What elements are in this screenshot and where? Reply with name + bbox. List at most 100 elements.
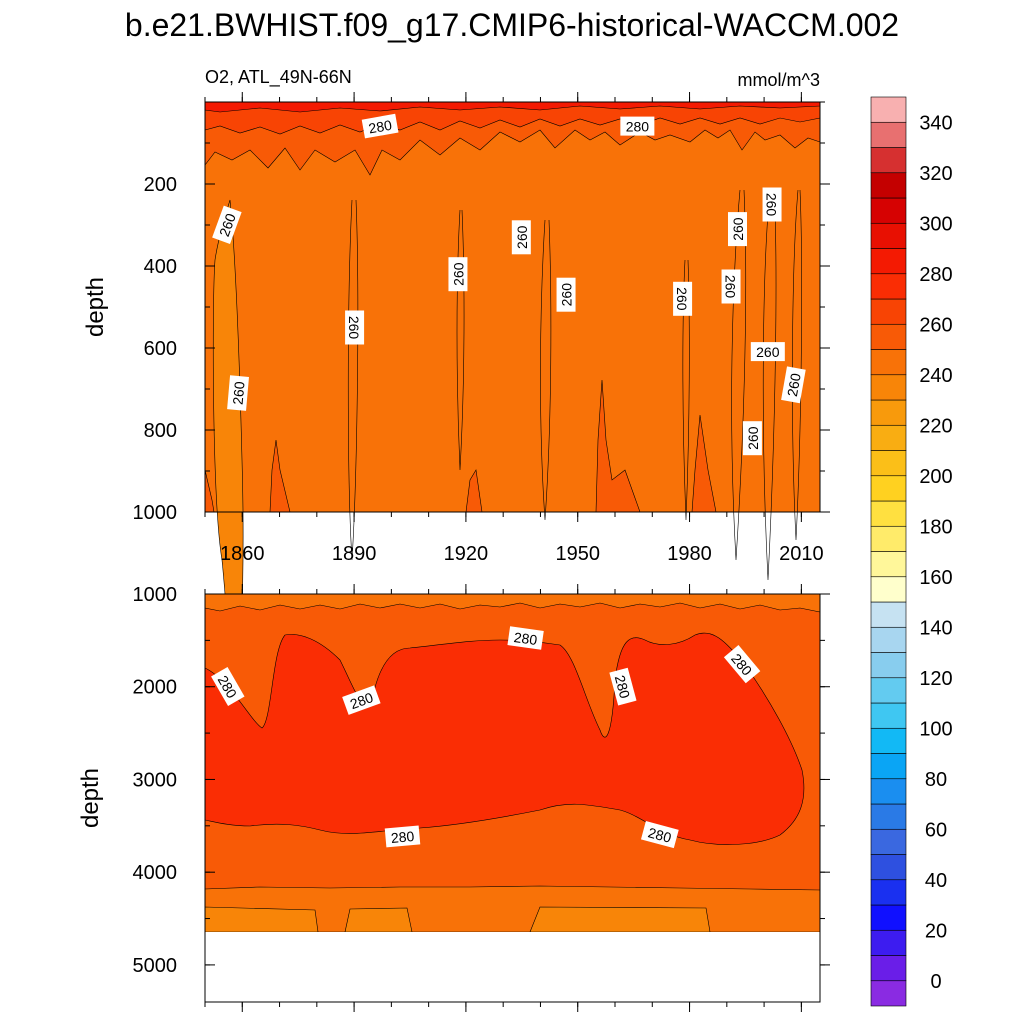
colorbar-label: 180: [919, 516, 952, 538]
contour-label-box: [762, 187, 782, 222]
colorbar-swatch: [870, 475, 907, 502]
contour-label: 260: [721, 269, 741, 304]
colorbar-label: 300: [919, 213, 952, 235]
contour-label-box: [507, 626, 544, 650]
subtitle-right: mmol/m^3: [738, 70, 820, 90]
contour-label-box: [211, 667, 245, 706]
contour-label: 280: [361, 113, 399, 139]
colorbar-swatch: [870, 172, 907, 199]
colorbar-label: 160: [919, 567, 952, 589]
x-tick-label: 1920: [444, 543, 489, 565]
colorbar-label: 20: [925, 920, 947, 942]
colorbar-label: 260: [919, 314, 952, 336]
x-tick-label: 1860: [220, 543, 265, 565]
contour-label-text: 260: [514, 225, 530, 249]
lower-region-255-top: [204, 593, 821, 613]
contour-label-text: 260: [346, 316, 362, 340]
upper-ylabel: depth: [82, 277, 109, 337]
contour-label: 260: [511, 220, 531, 255]
contour-label-text: 280: [513, 629, 539, 648]
lower-no-data: [205, 932, 820, 1002]
contour-label: 280: [609, 667, 637, 706]
colorbar-swatch: [870, 323, 907, 350]
colorbar-label: 340: [919, 112, 952, 134]
colorbar-label: 120: [919, 668, 952, 690]
upper-region-275: [204, 101, 821, 135]
colorbar-swatch: [870, 450, 907, 477]
colorbar-label: 100: [919, 718, 952, 740]
contour-label: 260: [728, 212, 747, 247]
contour-label-box: [342, 685, 381, 715]
y-tick-label: 2000: [133, 677, 178, 699]
colorbar-swatch: [870, 424, 907, 451]
contour-label-text: 260: [674, 287, 690, 311]
colorbar-swatch: [870, 197, 907, 224]
colorbar-swatch: [870, 248, 907, 275]
contour-label-box: [640, 821, 679, 849]
colorbar-swatch: [870, 980, 907, 1007]
colorbar-swatch: [870, 677, 907, 704]
y-tick-label: 3000: [133, 769, 178, 791]
colorbar-swatch: [870, 626, 907, 653]
contour-label-text: 260: [745, 426, 761, 450]
colorbar-label: 220: [919, 415, 952, 437]
contour-label-box: [750, 342, 785, 362]
colorbar-label: 0: [930, 971, 941, 993]
colorbar-swatch: [870, 222, 907, 249]
colorbar-swatch: [870, 121, 907, 148]
colorbar-swatch: [870, 500, 907, 527]
contour-label-box: [620, 116, 655, 136]
upper-bottom-plume-2: [595, 379, 641, 513]
colorbar-swatch: [870, 273, 907, 300]
colorbar-swatch: [870, 298, 907, 325]
colorbar-label: 240: [919, 365, 952, 387]
upper-streak-3: [540, 219, 552, 521]
colorbar-swatch: [870, 727, 907, 754]
contour-label-text: 260: [723, 275, 739, 299]
contour-label-text: 260: [559, 283, 575, 307]
contour-label-box: [609, 667, 637, 706]
contour-label-text: 260: [784, 372, 804, 398]
subtitle-left: O2, ATL_49N-66N: [205, 67, 352, 88]
colorbar-swatch: [870, 399, 907, 426]
contour-label: 280: [384, 825, 421, 848]
contour-label-box: [511, 220, 531, 255]
contour-label-text: 280: [646, 824, 673, 846]
y-tick-label: 200: [144, 174, 177, 196]
contour-label-box: [227, 375, 249, 411]
contour-label-text: 280: [626, 119, 650, 135]
lower-ylabel: depth: [77, 768, 104, 828]
contour-label-box: [742, 421, 762, 456]
y-tick-label: 1000: [133, 502, 178, 524]
colorbar-swatch: [870, 96, 907, 123]
contour-label: 280: [640, 821, 679, 849]
contour-label-text: 260: [230, 381, 248, 406]
contour-label: 260: [448, 257, 468, 292]
colorbar-swatch: [870, 854, 907, 881]
colorbar-swatch: [870, 576, 907, 603]
colorbar-swatch: [870, 551, 907, 578]
contour-label-text: 260: [216, 211, 239, 239]
x-tick-label: 1890: [332, 543, 377, 565]
figure-title: b.e21.BWHIST.f09_g17.CMIP6-historical-WA…: [125, 7, 899, 43]
colorbar-swatch: [870, 955, 907, 982]
contour-label-text: 260: [450, 262, 466, 286]
colorbar-label: 200: [919, 466, 952, 488]
y-tick-label: 4000: [133, 862, 178, 884]
contour-label-text: 280: [367, 117, 393, 137]
x-tick-label: 1980: [667, 543, 712, 565]
colorbar-swatch: [870, 803, 907, 830]
colorbar-swatch: [870, 753, 907, 780]
contour-label-text: 260: [730, 217, 746, 241]
contour-label-box: [556, 277, 576, 312]
upper-streak-6: [762, 189, 777, 581]
upper-panel-background: [205, 102, 820, 512]
contour-label-text: 280: [390, 828, 415, 846]
colorbar-label: 80: [925, 769, 947, 791]
y-tick-label: 5000: [133, 955, 178, 977]
y-tick-label: 800: [144, 420, 177, 442]
